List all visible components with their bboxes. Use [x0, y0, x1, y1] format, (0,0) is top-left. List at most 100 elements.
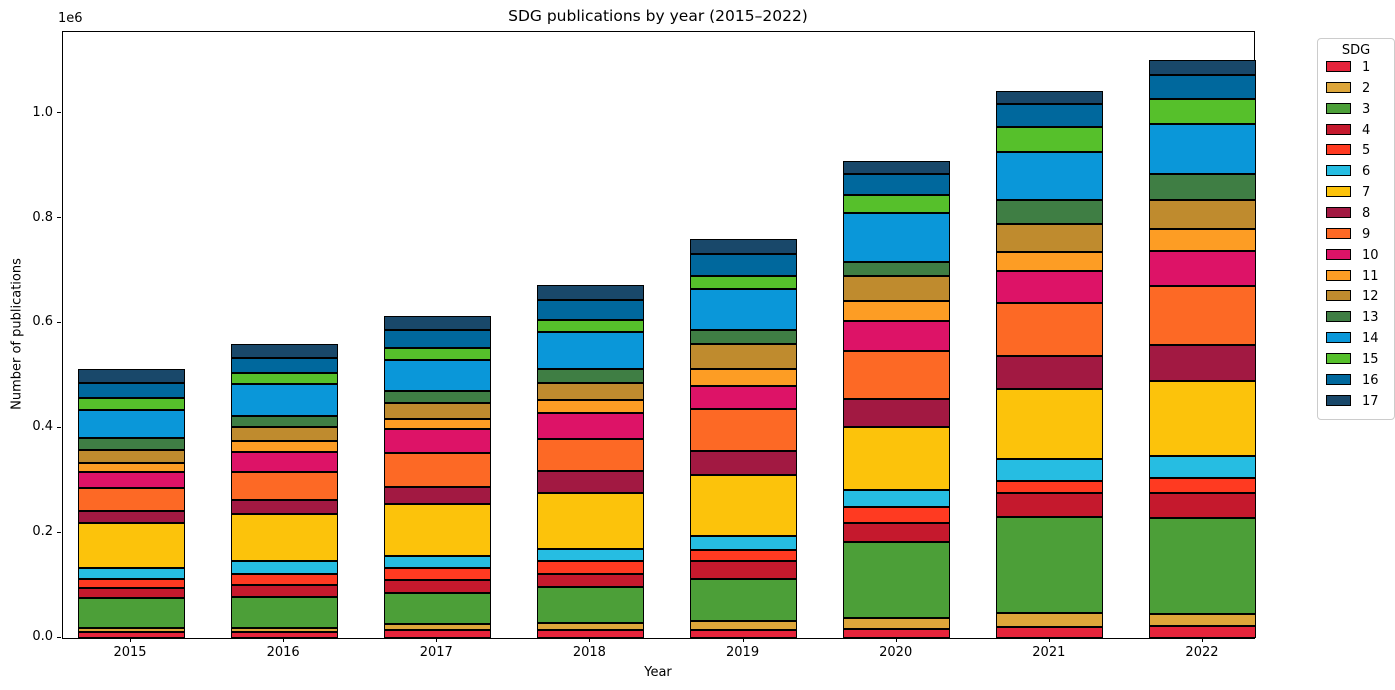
bar-segment-sdg3-2022	[1149, 518, 1257, 614]
bar-segment-sdg15-2016	[230, 373, 338, 384]
bar-segment-sdg3-2019	[690, 579, 798, 621]
x-tick-label: 2021	[1032, 645, 1066, 660]
x-tick-mark	[436, 638, 438, 642]
bar-segment-sdg7-2021	[996, 389, 1104, 459]
legend-label-sdg9: 9	[1362, 226, 1371, 242]
legend-swatch-sdg12	[1326, 290, 1351, 302]
bar-segment-sdg4-2020	[843, 523, 951, 542]
bar-segment-sdg16-2019	[690, 254, 798, 276]
legend-swatch-sdg14	[1326, 332, 1351, 344]
bar-segment-sdg5-2015	[77, 579, 185, 588]
bar-segment-sdg13-2018	[536, 369, 644, 383]
y-tick-mark	[57, 217, 61, 219]
y-axis-label: Number of publications	[9, 258, 25, 410]
y-axis-offset-label: 1e6	[58, 11, 83, 26]
legend-label-sdg3: 3	[1362, 101, 1371, 117]
bar-segment-sdg8-2019	[690, 451, 798, 475]
bar-segment-sdg3-2017	[383, 593, 491, 624]
bar-segment-sdg12-2020	[843, 276, 951, 301]
legend-label-sdg16: 16	[1362, 372, 1379, 388]
bar-segment-sdg12-2021	[996, 224, 1104, 252]
bar-segment-sdg11-2016	[230, 441, 338, 452]
bar-segment-sdg16-2021	[996, 104, 1104, 127]
bar-segment-sdg17-2017	[383, 316, 491, 330]
bar-segment-sdg9-2022	[1149, 286, 1257, 345]
bar-segment-sdg10-2022	[1149, 251, 1257, 286]
bar-segment-sdg11-2019	[690, 369, 798, 386]
bar-segment-sdg3-2015	[77, 598, 185, 628]
legend-label-sdg14: 14	[1362, 331, 1379, 347]
bar-segment-sdg8-2020	[843, 399, 951, 427]
bar-segment-sdg5-2021	[996, 481, 1104, 493]
bar-segment-sdg10-2018	[536, 413, 644, 439]
x-axis-label: Year	[644, 665, 672, 680]
bar-segment-sdg8-2017	[383, 487, 491, 504]
bar-segment-sdg13-2017	[383, 391, 491, 403]
legend-swatch-sdg15	[1326, 352, 1351, 364]
bar-segment-sdg12-2015	[77, 450, 185, 463]
bar-segment-sdg1-2015	[77, 632, 185, 638]
x-tick-mark	[1048, 638, 1050, 642]
bar-segment-sdg13-2022	[1149, 174, 1257, 200]
legend-label-sdg6: 6	[1362, 164, 1371, 180]
bar-segment-sdg4-2017	[383, 580, 491, 593]
bar-segment-sdg1-2016	[230, 632, 338, 638]
legend-swatch-sdg1	[1326, 61, 1351, 72]
plot-area	[62, 31, 1257, 639]
bar-segment-sdg16-2017	[383, 330, 491, 348]
bar-segment-sdg6-2022	[1149, 456, 1257, 478]
y-tick-label: 0.6	[32, 314, 53, 330]
bar-segment-sdg10-2016	[230, 452, 338, 472]
bar-segment-sdg10-2021	[996, 271, 1104, 303]
bar-segment-sdg14-2017	[383, 360, 491, 391]
bar-segment-sdg9-2019	[690, 409, 798, 451]
x-tick-mark	[895, 638, 897, 642]
bar-segment-sdg7-2015	[77, 523, 185, 568]
y-tick-mark	[57, 426, 61, 428]
bar-segment-sdg15-2021	[996, 127, 1104, 152]
y-tick-mark	[57, 321, 61, 323]
bar-segment-sdg6-2016	[230, 561, 338, 574]
bar-segment-sdg2-2019	[690, 621, 798, 630]
bar-segment-sdg8-2022	[1149, 345, 1257, 381]
legend-swatch-sdg4	[1326, 123, 1351, 135]
x-tick-label: 2018	[572, 645, 606, 660]
x-tick-label: 2016	[266, 645, 300, 660]
bar-segment-sdg11-2020	[843, 301, 951, 321]
legend-label-sdg12: 12	[1362, 289, 1379, 305]
legend-swatch-sdg17	[1326, 394, 1351, 406]
bar-segment-sdg17-2021	[996, 91, 1104, 104]
bar-segment-sdg17-2016	[230, 344, 338, 358]
bar-segment-sdg14-2022	[1149, 124, 1257, 174]
bar-segment-sdg17-2020	[843, 161, 951, 174]
bar-segment-sdg10-2020	[843, 321, 951, 351]
bar-segment-sdg6-2017	[383, 556, 491, 568]
y-tick-label: 0.0	[32, 629, 53, 644]
bar-segment-sdg16-2018	[536, 300, 644, 320]
legend-label-sdg15: 15	[1362, 351, 1379, 367]
legend-label-sdg11: 11	[1362, 268, 1379, 284]
y-tick-label: 0.8	[32, 209, 53, 225]
bar-segment-sdg9-2015	[77, 488, 185, 511]
bar-segment-sdg7-2019	[690, 475, 798, 536]
bar-segment-sdg11-2017	[383, 419, 491, 429]
bar-segment-sdg7-2016	[230, 514, 338, 561]
bar-segment-sdg9-2021	[996, 303, 1104, 356]
bar-segment-sdg15-2017	[383, 348, 491, 360]
x-tick-mark	[1201, 638, 1203, 642]
bar-segment-sdg14-2018	[536, 332, 644, 369]
bar-segment-sdg4-2016	[230, 585, 338, 597]
bar-segment-sdg3-2016	[230, 597, 338, 628]
bar-segment-sdg1-2018	[536, 630, 644, 638]
legend-label-sdg7: 7	[1362, 185, 1371, 201]
bar-segment-sdg11-2021	[996, 252, 1104, 271]
legend-label-sdg8: 8	[1362, 205, 1371, 221]
bar-segment-sdg2-2017	[383, 624, 491, 630]
bar-segment-sdg12-2018	[536, 383, 644, 400]
bar-segment-sdg1-2022	[1149, 626, 1257, 638]
bar-segment-sdg17-2015	[77, 369, 185, 383]
bar-segment-sdg16-2022	[1149, 75, 1257, 99]
x-tick-label: 2019	[726, 645, 760, 660]
bar-segment-sdg4-2018	[536, 574, 644, 587]
x-tick-label: 2017	[419, 645, 453, 660]
